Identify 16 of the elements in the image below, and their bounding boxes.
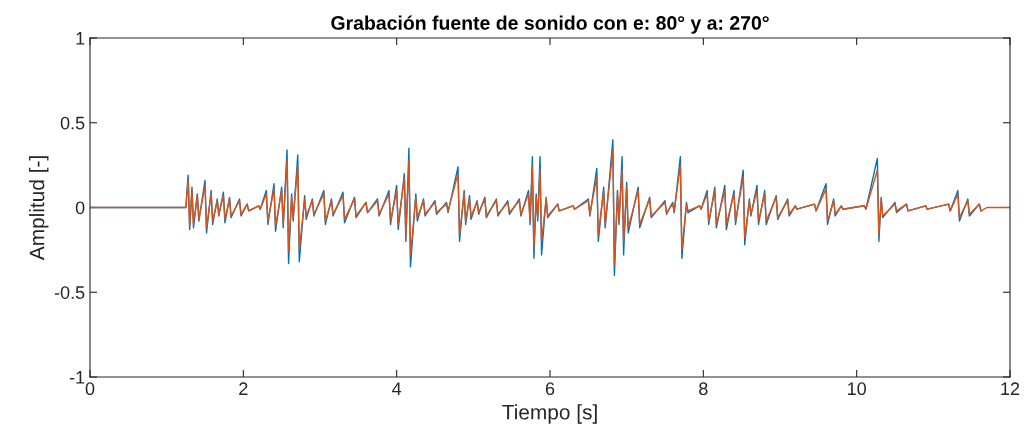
x-tick-label: 4 <box>392 382 402 395</box>
x-axis-title: Tiempo [s] <box>502 404 597 424</box>
y-tick-label: 0.5 <box>60 116 85 130</box>
y-tick-label: -0.5 <box>54 286 85 299</box>
x-tick-label: 8 <box>699 382 708 396</box>
x-tick-label: 6 <box>545 382 555 396</box>
x-tick-label: 10 <box>848 382 866 396</box>
x-tick-label: 2 <box>239 382 248 395</box>
y-tick-label: 1 <box>76 32 85 45</box>
y-tick-label: -1 <box>69 371 85 384</box>
chart-title: Grabación fuente de sonido con e: 80° y a: 270° <box>331 15 769 34</box>
x-tick-label: 0 <box>85 382 95 396</box>
y-axis-title: Amplitud [-] <box>29 156 49 261</box>
y-tick-label: 0 <box>75 201 85 215</box>
x-tick-label: 12 <box>1001 382 1020 395</box>
line-series <box>90 149 1010 266</box>
